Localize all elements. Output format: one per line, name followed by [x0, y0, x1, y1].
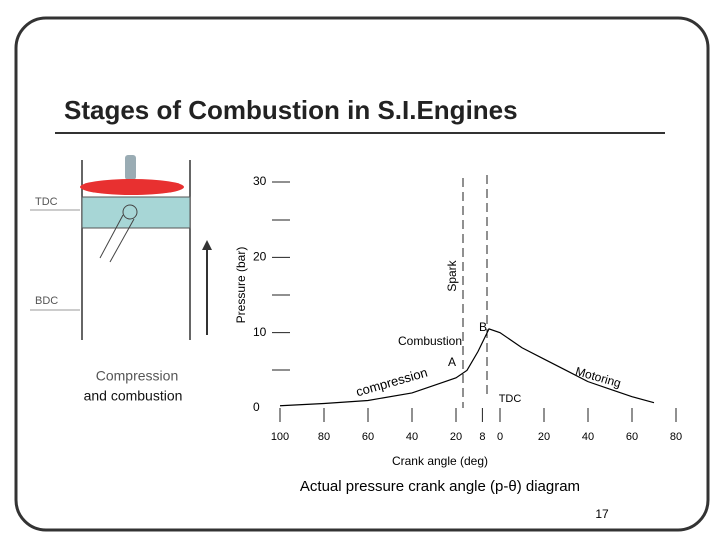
y-tick-label: 30 — [253, 174, 267, 188]
y-axis-label: Pressure (bar) — [234, 247, 248, 324]
x-tick-label: 60 — [362, 431, 374, 443]
motoring-label: Motoring — [574, 364, 623, 390]
slide-frame — [14, 16, 710, 532]
x-tick-label: 20 — [538, 431, 550, 443]
page-number: 17 — [595, 507, 609, 521]
pressure-curve — [279, 328, 655, 407]
arrow-head — [202, 240, 212, 250]
rod — [99, 214, 124, 259]
y-tick-label: 20 — [253, 250, 267, 264]
compression-label: compression — [354, 365, 429, 400]
x-tick-label: 80 — [318, 431, 330, 443]
tdc-label: TDC — [499, 393, 522, 405]
rod — [109, 218, 135, 263]
spark-label: Spark — [445, 259, 459, 291]
stage-label: Compression — [96, 368, 178, 384]
piston — [81, 196, 191, 229]
x-tick-label: 100 — [271, 431, 289, 443]
engine-diagram: TDC BDC Compression and combustion and c… — [30, 155, 212, 404]
chart: Pressure (bar) Crank angle (deg) Spark C… — [234, 174, 682, 468]
x-tick-label: 20 — [450, 431, 462, 443]
x-tick-label: 60 — [626, 431, 638, 443]
combustion-label: Combustion — [398, 334, 462, 348]
x-tick-label: 0 — [497, 431, 503, 443]
y-tick-label: 0 — [253, 400, 260, 414]
caption: Actual pressure crank angle (p-θ) diagra… — [300, 478, 580, 495]
x-axis-label: Crank angle (deg) — [392, 454, 488, 468]
y-tick-label: 10 — [253, 325, 267, 339]
x-tick-label: 8 — [479, 431, 485, 443]
stage-label: and combustion — [84, 388, 183, 404]
tdc-label: TDC — [35, 196, 58, 208]
x-tick-label: 40 — [406, 431, 418, 443]
point-label: A — [448, 355, 456, 369]
point-label: B — [479, 320, 487, 334]
spark-plug — [125, 155, 136, 180]
slide-title: Stages of Combustion in S.I.Engines — [64, 95, 518, 125]
flame — [80, 179, 184, 195]
x-tick-label: 80 — [670, 431, 682, 443]
x-tick-label: 40 — [582, 431, 594, 443]
bdc-label: BDC — [35, 295, 58, 307]
pin — [122, 204, 138, 220]
